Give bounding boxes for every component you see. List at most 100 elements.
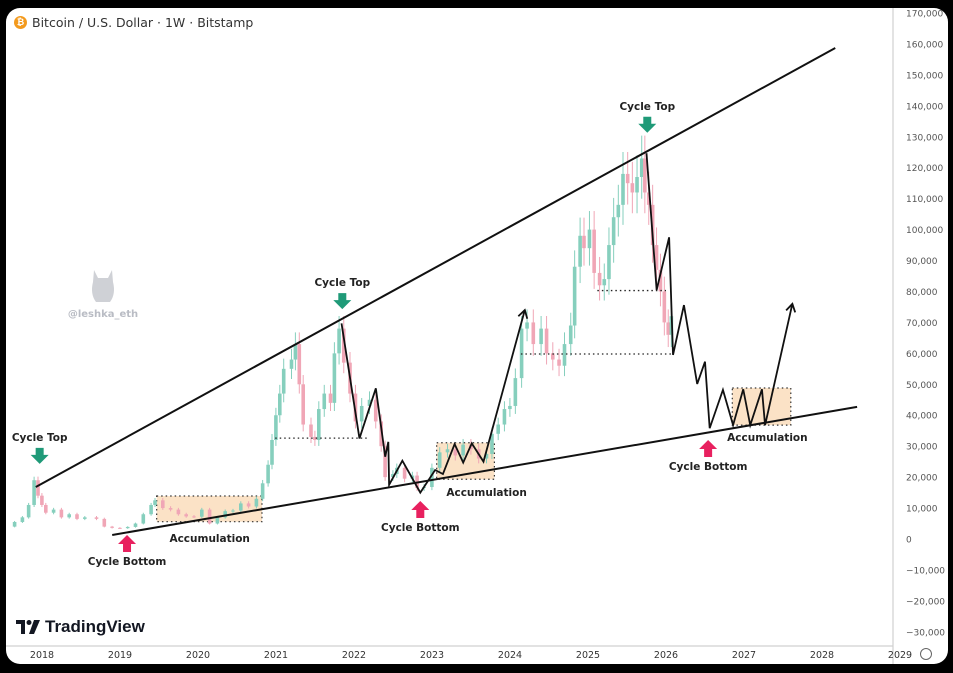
candle-body	[484, 453, 489, 459]
candle	[141, 512, 146, 525]
candle	[281, 358, 286, 403]
candle-body	[102, 518, 107, 527]
candle-body	[281, 368, 286, 394]
candle-body	[430, 467, 434, 488]
accumulation-zone	[436, 442, 495, 480]
x-tick-label: 2029	[888, 650, 912, 661]
candle-body	[36, 480, 40, 496]
candle-body	[630, 183, 635, 193]
candle-body	[322, 393, 327, 410]
candle-body	[125, 526, 130, 529]
candle-body	[592, 229, 596, 273]
candle	[402, 463, 407, 483]
candle-body	[402, 467, 407, 479]
candle	[184, 512, 188, 518]
candle	[309, 417, 313, 444]
accumulation-label: Accumulation	[446, 487, 526, 499]
y-tick-label: 20,000	[906, 474, 938, 484]
candle-body	[207, 509, 212, 524]
candle-body	[373, 399, 378, 422]
candle	[313, 430, 317, 446]
candle-body	[12, 521, 17, 527]
candle-body	[239, 503, 243, 511]
price-chart[interactable]: 170,000 160,000 150,000 140,000 130,000 120,0…	[6, 8, 948, 664]
candle-body	[20, 517, 25, 522]
x-tick-label: 2020	[186, 650, 210, 661]
candle-body	[568, 325, 573, 345]
tradingview-logo[interactable]: TradingView	[16, 617, 145, 637]
x-tick-label: 2027	[732, 650, 756, 661]
candle	[337, 315, 341, 365]
y-tick-label: 70,000	[906, 319, 938, 329]
candle-body	[513, 378, 518, 406]
watermark: @leshka_eth	[58, 266, 148, 320]
candle-body	[578, 235, 582, 267]
candle-body	[453, 449, 458, 456]
candle-body	[337, 328, 341, 354]
y-tick-label: 40,000	[906, 412, 938, 422]
candle-body	[445, 449, 450, 453]
candle-body	[666, 322, 671, 335]
bitcoin-icon: ₿	[14, 16, 27, 29]
up-arrow-icon	[699, 439, 718, 457]
y-tick-label: 170,000	[906, 10, 943, 20]
candle-body	[539, 328, 543, 345]
candle	[301, 375, 305, 432]
x-tick-label: 2019	[108, 650, 132, 661]
candle-body	[341, 328, 346, 363]
candle	[635, 155, 639, 214]
candle	[266, 460, 270, 487]
candle	[293, 332, 298, 371]
cat-icon	[92, 270, 114, 302]
candle	[616, 184, 621, 237]
candle-body	[161, 500, 165, 509]
symbol-header[interactable]: ₿ Bitcoin / U.S. Dollar · 1W · Bitstamp	[14, 15, 253, 30]
candle	[572, 250, 577, 339]
candle	[75, 512, 79, 521]
x-tick-label: 2018	[30, 650, 54, 661]
candle-body	[133, 523, 138, 527]
y-tick-label: 140,000	[906, 102, 943, 112]
candle	[36, 476, 40, 499]
gear-icon[interactable]	[920, 648, 932, 660]
candle-body	[557, 359, 561, 366]
candle-body	[332, 353, 337, 403]
candle-body	[200, 509, 204, 517]
cycle-top-label: Cycle Top	[12, 432, 68, 444]
candle-body	[231, 510, 235, 512]
candle-body	[153, 500, 157, 505]
upper-trendline	[35, 47, 836, 488]
candle	[168, 506, 173, 512]
candle-body	[44, 504, 48, 513]
candle	[539, 315, 543, 356]
candle	[666, 309, 671, 348]
candle-body	[176, 509, 181, 515]
accumulation-label: Accumulation	[727, 432, 807, 444]
arrow-head-icon	[517, 308, 529, 319]
candle	[231, 508, 235, 513]
candle-body	[587, 229, 592, 249]
candle	[83, 516, 87, 521]
candle-body	[317, 409, 321, 440]
candle	[192, 515, 196, 519]
candle-body	[301, 384, 305, 425]
candle-body	[293, 344, 298, 360]
candle-body	[391, 474, 395, 478]
candle-body	[639, 158, 644, 178]
candle-body	[246, 503, 251, 507]
candle-body	[525, 322, 529, 329]
candle-body	[551, 353, 555, 360]
candle	[625, 152, 630, 205]
candle	[461, 438, 465, 461]
candle-body	[254, 498, 259, 507]
candle	[200, 507, 204, 519]
candle-body	[531, 322, 536, 345]
candle	[322, 384, 327, 417]
candle	[611, 197, 616, 263]
candle-body	[328, 393, 333, 403]
candle	[278, 384, 282, 423]
candle-body	[654, 245, 659, 270]
y-tick-label: 60,000	[906, 350, 938, 360]
candle	[513, 368, 518, 414]
candle-body	[635, 177, 639, 193]
